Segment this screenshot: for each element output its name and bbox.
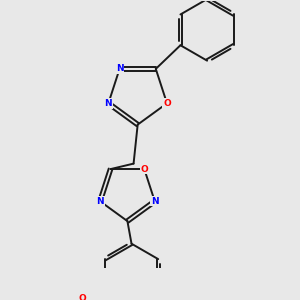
Text: O: O	[163, 99, 171, 108]
Text: N: N	[151, 197, 159, 206]
Text: N: N	[96, 197, 104, 206]
Text: O: O	[78, 294, 86, 300]
Text: O: O	[140, 165, 148, 174]
Text: N: N	[116, 64, 123, 74]
Text: N: N	[105, 99, 112, 108]
